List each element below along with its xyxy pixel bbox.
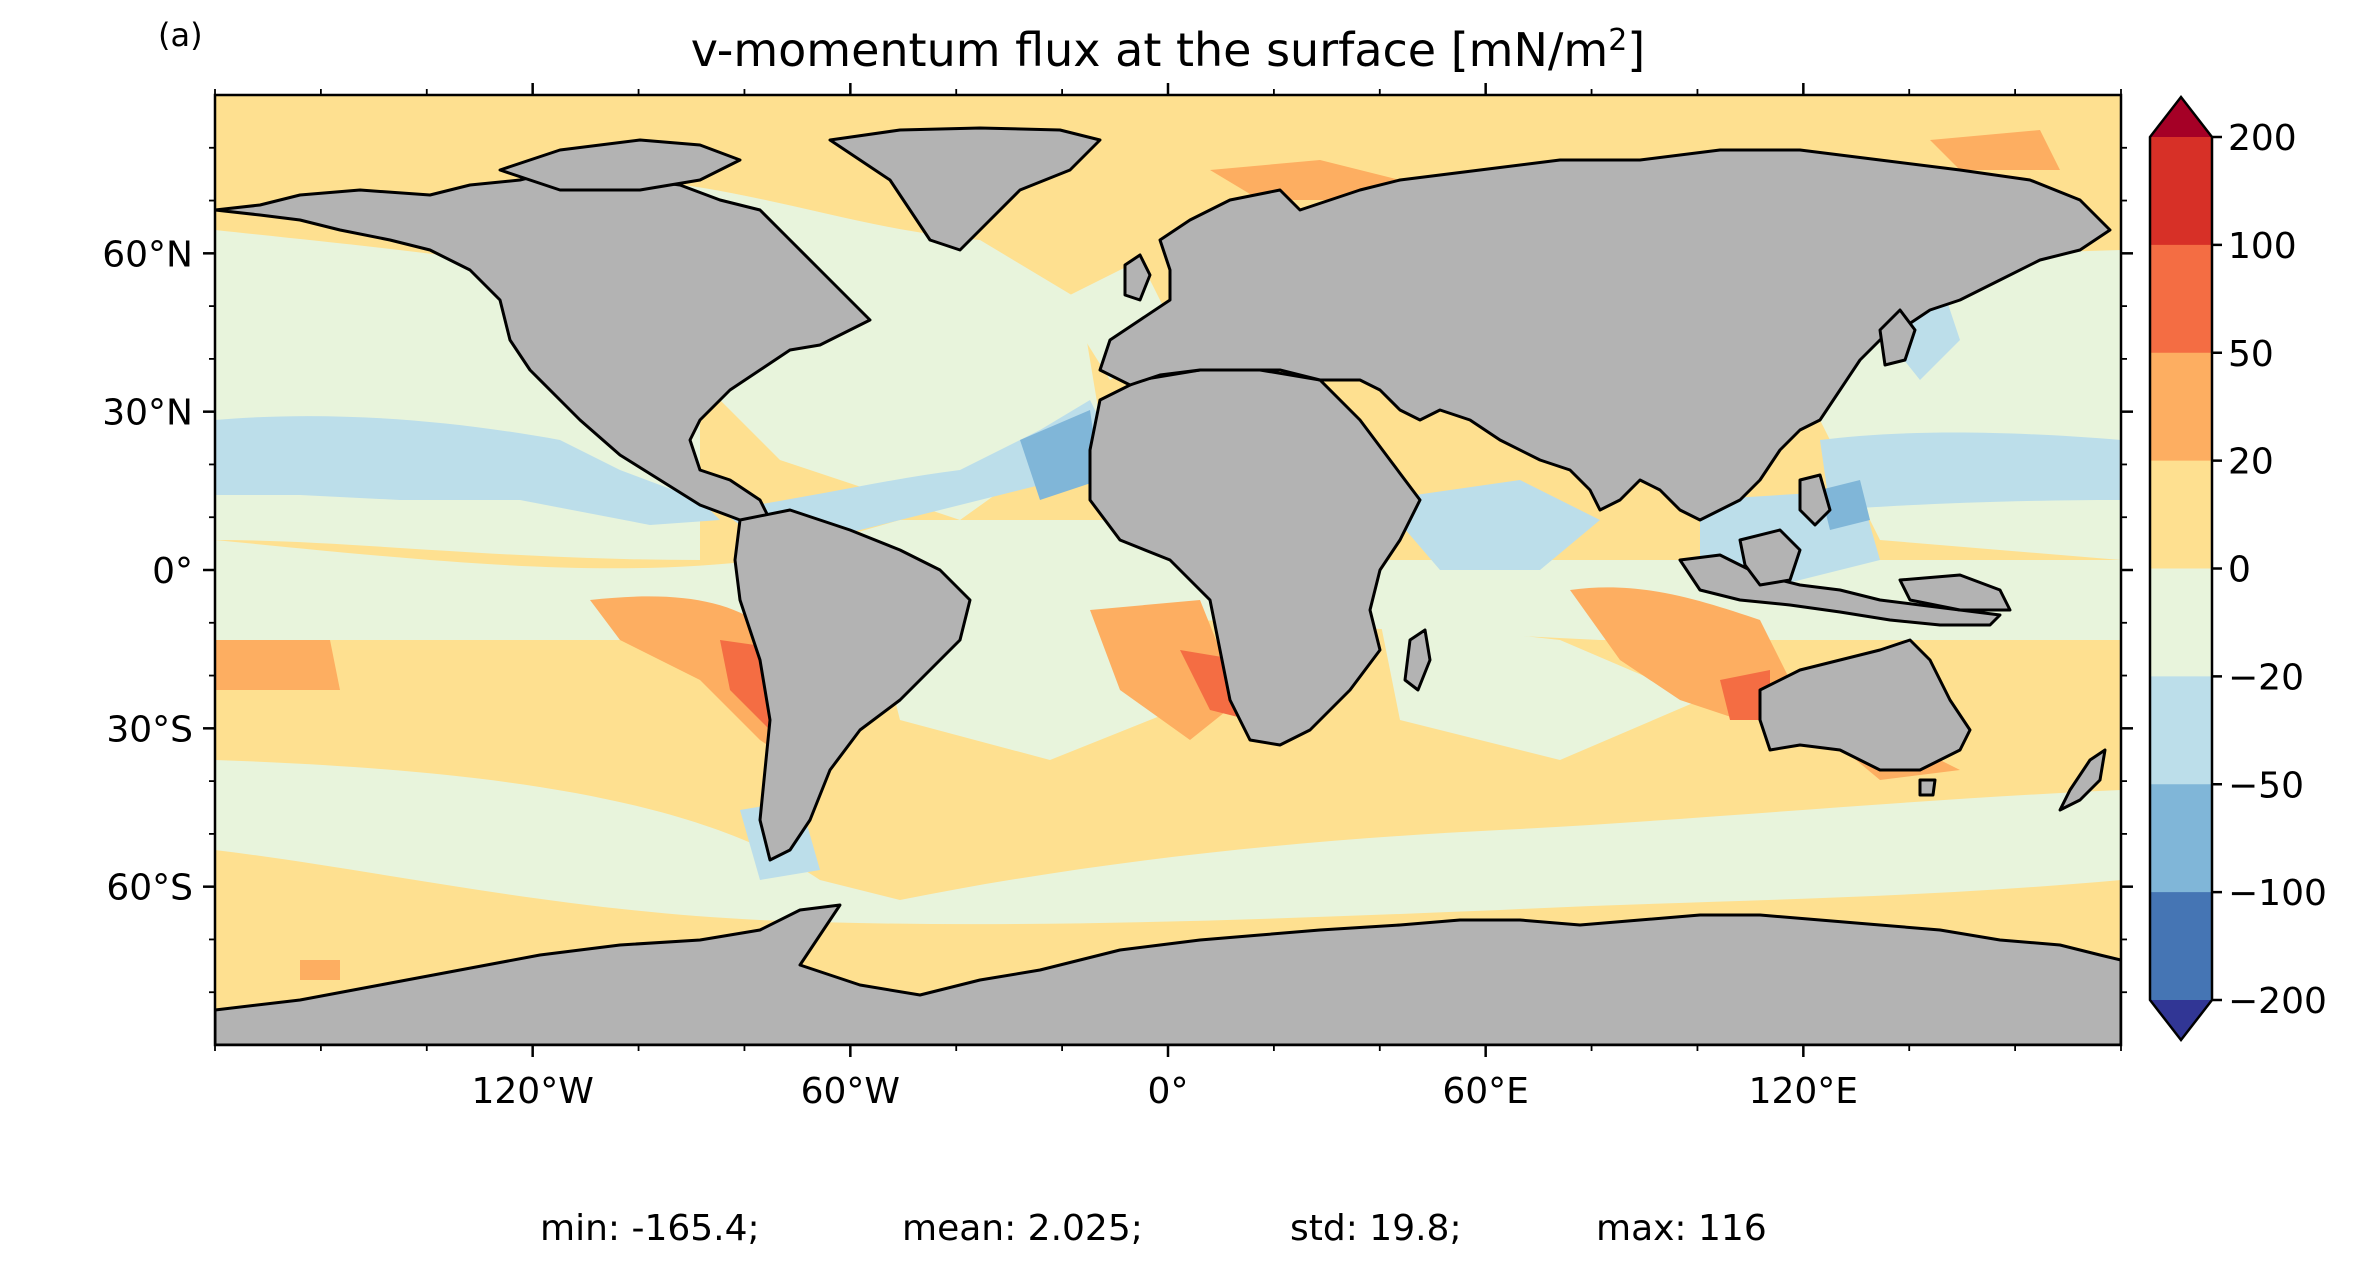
- colorbar-tick-label: −100: [2228, 873, 2327, 914]
- lat-tick-label: 0°: [152, 551, 193, 592]
- stat-max: max: 116: [1596, 1208, 1767, 1249]
- landmass-antarctica: [215, 903, 2121, 1045]
- map-area: [215, 95, 2121, 1045]
- landmass-borneo: [1738, 528, 1802, 587]
- lon-tick-label: 120°W: [472, 1071, 594, 1112]
- colorbar-segment: [2150, 460, 2212, 569]
- lat-tick-label: 30°N: [102, 393, 193, 434]
- plot-title: v-momentum flux at the surface [mN/m2]: [691, 23, 1646, 77]
- latitude-axis: 60°N 30°N 0° 30°S 60°S: [102, 146, 2133, 994]
- stat-std: std: 19.8;: [1290, 1208, 1462, 1249]
- lat-tick-label: 60°N: [102, 234, 193, 275]
- land: [215, 126, 2121, 1045]
- landmass-greenland: [828, 126, 1102, 252]
- lon-tick-label: 60°E: [1442, 1071, 1529, 1112]
- colorbar-segment: [2150, 568, 2212, 677]
- colorbar-tick-label: 50: [2228, 334, 2274, 375]
- landmass-new-guinea: [1898, 573, 2012, 612]
- colorbar-tick-label: −20: [2228, 657, 2304, 698]
- colorbar-segment: [2150, 244, 2212, 354]
- colorbar-segment: [2150, 137, 2212, 246]
- field-neg100-neg50: [1020, 410, 1870, 530]
- lat-tick-label: 30°S: [106, 709, 193, 750]
- colorbar-tick-label: 0: [2228, 550, 2251, 591]
- colorbar-tick-label: 100: [2228, 226, 2297, 267]
- lat-tick-label: 60°S: [106, 868, 193, 909]
- landmass-australia: [1758, 638, 1972, 772]
- lon-tick-label: 0°: [1148, 1071, 1189, 1112]
- landmass-new-zealand: [2058, 748, 2107, 812]
- colorbar-extend-lower: [2150, 1000, 2212, 1040]
- colorbar-segment: [2150, 676, 2212, 785]
- stat-mean: mean: 2.025;: [902, 1208, 1143, 1249]
- landmass-madagascar: [1403, 628, 1432, 692]
- colorbar-segment: [2150, 892, 2212, 1001]
- colorbar-tick-label: 200: [2228, 118, 2297, 159]
- landmass-arctic-islands: [498, 138, 742, 192]
- lon-tick-label: 120°E: [1749, 1071, 1858, 1112]
- stat-min: min: -165.4;: [540, 1208, 760, 1249]
- colorbar-extend-upper: [2150, 97, 2212, 137]
- lon-tick-label: 60°W: [801, 1071, 900, 1112]
- colorbar-tick-label: 20: [2228, 442, 2274, 483]
- stats-line: min: -165.4; mean: 2.025; std: 19.8; max…: [540, 1208, 1767, 1249]
- panel-label: (a): [158, 16, 203, 54]
- landmass-tasmania: [1918, 778, 1937, 797]
- colorbar-tick-label: −200: [2228, 981, 2327, 1022]
- longitude-axis: 120°W 60°W 0° 60°E 120°E: [214, 83, 2122, 1112]
- colorbar-segment: [2150, 352, 2212, 462]
- landmass-britain: [1123, 253, 1152, 302]
- landmass-philippines: [1798, 473, 1832, 527]
- landmass-eurasia: [1098, 148, 2112, 522]
- colorbar-tick-label: −50: [2228, 765, 2304, 806]
- landmass-south-america: [733, 508, 972, 862]
- colorbar-segment: [2150, 784, 2212, 893]
- landmass-japan: [1878, 308, 1917, 367]
